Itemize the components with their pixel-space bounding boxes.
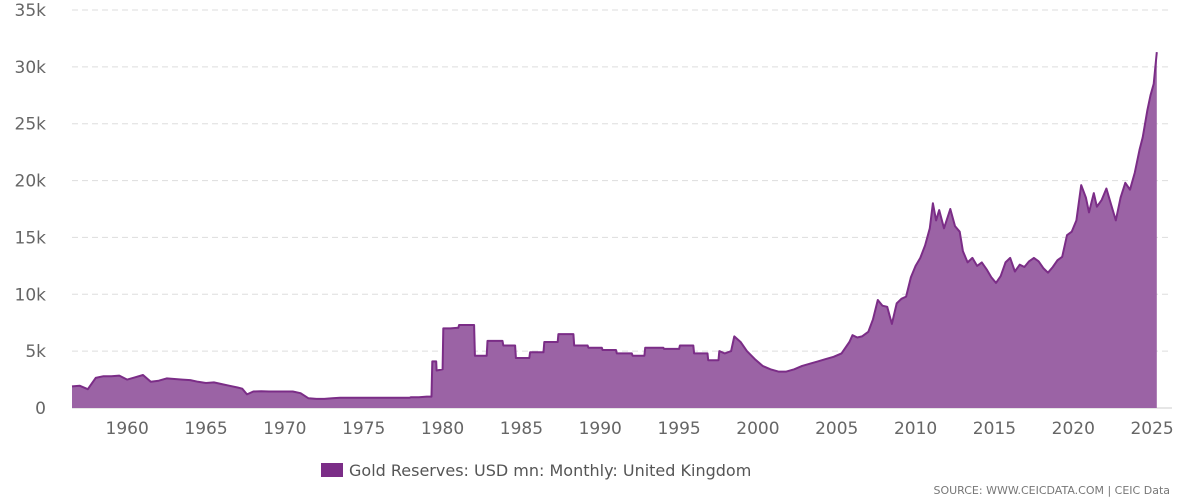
y-tick-label: 0 (35, 399, 46, 419)
x-tick-label: 2010 (894, 419, 937, 439)
x-tick-label: 1985 (500, 419, 543, 439)
y-tick-label: 25k (15, 115, 47, 135)
x-tick-label: 1995 (657, 419, 700, 439)
x-tick-label: 2000 (736, 419, 779, 439)
x-tick-label: 2025 (1130, 419, 1173, 439)
y-tick-label: 30k (15, 58, 47, 78)
legend[interactable]: Gold Reserves: USD mn: Monthly: United K… (321, 459, 751, 481)
x-tick-label: 1960 (106, 419, 149, 439)
x-tick-label: 1990 (579, 419, 622, 439)
series-line[interactable] (71, 52, 1158, 400)
x-tick-label: 1980 (421, 419, 464, 439)
x-tick-label: 2005 (815, 419, 858, 439)
legend-swatch (321, 463, 343, 477)
y-tick-label: 10k (15, 285, 47, 305)
x-tick-label: 2020 (1052, 419, 1095, 439)
x-tick-label: 1965 (184, 419, 227, 439)
y-axis-ticks: 0 5k 10k 15k 20k 25k 30k 35k (15, 1, 47, 419)
x-axis-ticks: 1960 1965 1970 1975 1980 1985 1990 1995 2000 2005… (106, 419, 1174, 439)
y-tick-label: 35k (15, 1, 47, 21)
source-credit: SOURCE: WWW.CEICDATA.COM | CEIC Data (933, 484, 1170, 497)
y-tick-label: 20k (15, 172, 47, 192)
y-tick-label: 5k (25, 342, 46, 362)
series-area-fill (72, 52, 1157, 408)
x-tick-label: 1975 (342, 419, 385, 439)
x-tick-label: 2015 (973, 419, 1016, 439)
legend-label: Gold Reserves: USD mn: Monthly: United K… (349, 460, 752, 480)
series-area (71, 52, 1158, 408)
y-tick-label: 15k (15, 228, 47, 248)
x-tick-label: 1970 (263, 419, 306, 439)
